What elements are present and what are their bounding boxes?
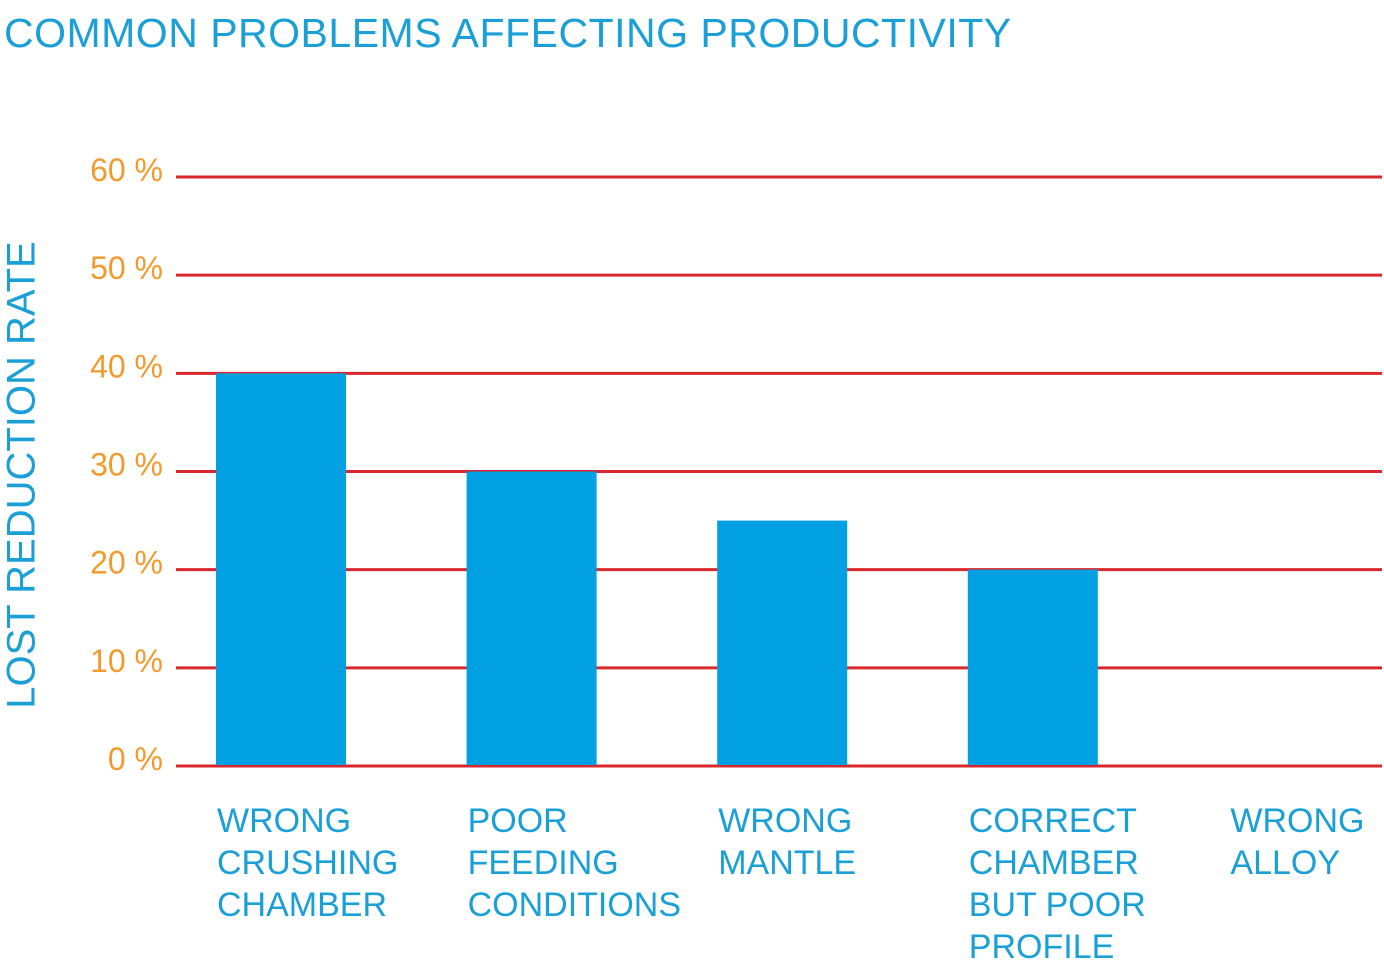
y-tick-label: 20 % — [90, 545, 163, 581]
y-tick-label: 50 % — [90, 250, 163, 286]
y-tick-label: 60 % — [90, 152, 163, 188]
x-tick-label: POOR FEEDING CONDITIONS — [467, 802, 682, 924]
bar — [466, 471, 597, 765]
y-tick-label: 30 % — [90, 447, 163, 483]
x-tick-label: WRONG CRUSHING CHAMBER — [217, 802, 399, 924]
chart-title: COMMON PROBLEMS AFFECTING PRODUCTIVITY — [4, 10, 1012, 56]
y-tick-label: 40 % — [90, 348, 163, 384]
x-tick-label: WRONG ALLOY — [1230, 802, 1365, 882]
y-tick-label: 10 % — [90, 643, 163, 679]
x-tick-label: CORRECT CHAMBER BUT POOR PROFILE — [968, 802, 1146, 966]
x-tick-label: WRONG MANTLE — [718, 802, 857, 882]
bar — [967, 569, 1098, 765]
bar — [216, 373, 346, 765]
y-tick-label: 0 % — [108, 741, 163, 777]
bar — [717, 520, 848, 765]
